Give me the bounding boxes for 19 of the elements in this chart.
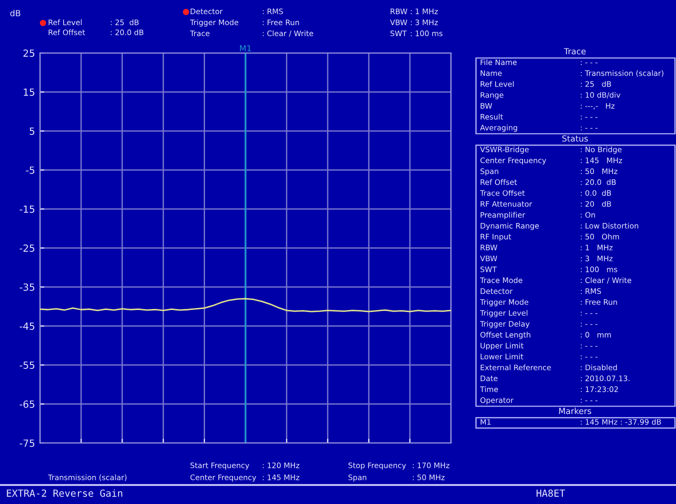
line-series [40,298,451,312]
text: Markers [559,408,592,414]
text: HA8ET [536,489,566,497]
text: Status [562,135,588,142]
y-tick-label: -65 [20,400,34,408]
text: Trace [564,48,586,54]
y-tick-label: 5 [30,128,34,135]
text: M1 [240,45,251,52]
y-tick-label: -55 [20,362,34,369]
y-tick-label: -45 [20,322,34,330]
y-tick-label: 15 [24,88,34,96]
y-tick-label: -25 [20,244,34,252]
y-tick-label: -15 [20,206,34,213]
y-tick-label: -5 [26,166,34,174]
y-tick-label: -35 [20,283,34,291]
y-tick-label: -75 [20,440,34,447]
y-tick-label: 25 [23,49,34,57]
y-axis-title: dB [10,10,20,16]
text: EXTRA-2 Reverse Gain [6,489,122,497]
